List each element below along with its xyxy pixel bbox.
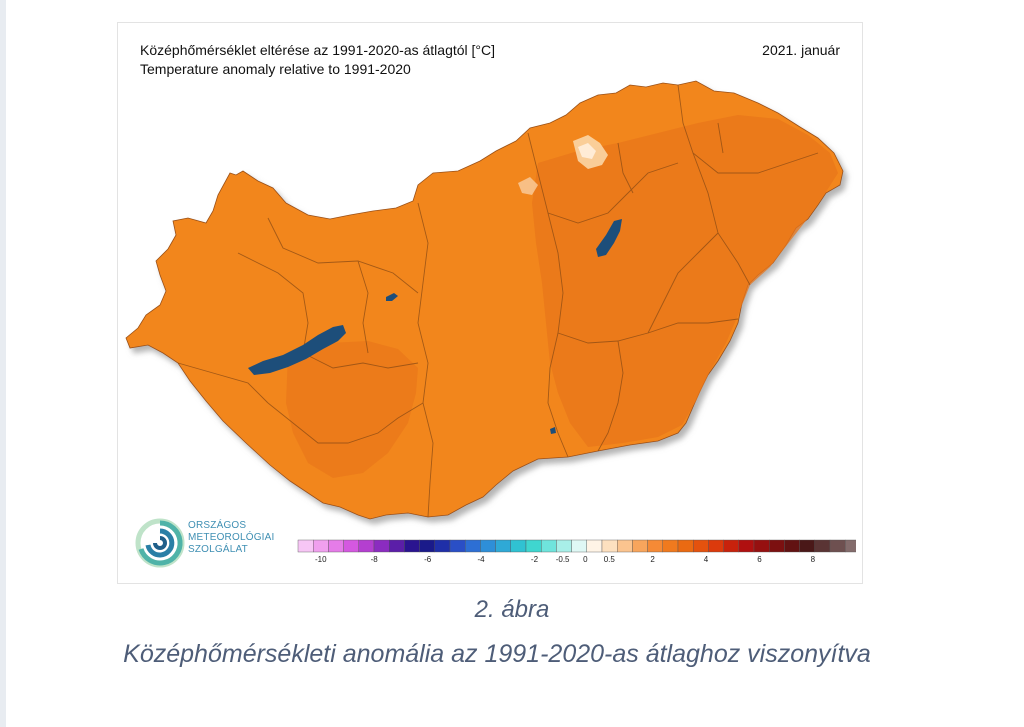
org-line-1: ORSZÁGOS	[188, 520, 247, 531]
legend-swatch	[525, 539, 542, 553]
legend-swatch	[419, 539, 435, 553]
legend-tick-label: -4	[477, 555, 485, 564]
highland-patch-2	[578, 143, 596, 159]
legend-swatch	[464, 539, 481, 553]
legend-swatch	[373, 539, 390, 553]
legend-swatch	[510, 539, 527, 553]
legend-swatch	[556, 539, 572, 553]
legend-tick-label: -0.5	[556, 555, 570, 564]
title-english: Temperature anomaly relative to 1991-202…	[140, 61, 411, 77]
legend-tick-label: 8	[811, 555, 816, 564]
legend-swatch	[434, 539, 451, 553]
legend-swatches	[297, 539, 856, 553]
legend-swatch	[647, 539, 664, 553]
color-legend: -10 -8 -6 -4 -2 -0.5 0 0.5 2 4 6 8	[297, 539, 856, 564]
legend-swatch	[662, 539, 679, 553]
organization-name: ORSZÁGOS METEOROLÓGIAI SZOLGÁLAT	[188, 520, 275, 556]
legend-swatch	[404, 539, 420, 553]
highland-patch-3	[518, 177, 538, 195]
legend-tick-label: 0	[583, 555, 588, 564]
legend-swatch	[571, 539, 588, 553]
legend-swatch	[313, 539, 329, 553]
page-edge	[0, 0, 6, 727]
legend-swatch	[708, 539, 724, 553]
org-line-3: SZOLGÁLAT	[188, 544, 248, 555]
omsz-logo-icon	[135, 518, 185, 568]
lake-balaton	[248, 325, 346, 375]
legend-tick-label: 2	[650, 555, 655, 564]
legend-tick-label: 0.5	[604, 555, 616, 564]
legend-swatch	[799, 539, 816, 553]
map-date: 2021. január	[762, 42, 840, 58]
title-hungarian: Középhőmérséklet eltérése az 1991-2020-a…	[140, 42, 496, 58]
legend-swatch	[343, 539, 359, 553]
legend-tick-label: 4	[704, 555, 709, 564]
legend-swatch	[784, 539, 800, 553]
legend-swatch	[723, 539, 740, 553]
county-borders	[177, 84, 819, 518]
legend-swatch	[693, 539, 709, 553]
legend-tick-label: -8	[371, 555, 379, 564]
legend-swatch	[753, 539, 770, 553]
legend-tick-label: -6	[424, 555, 432, 564]
hungary-map	[125, 80, 844, 520]
lake-tisza	[596, 219, 622, 257]
legend-swatch	[769, 539, 785, 553]
legend-swatch	[814, 539, 831, 553]
legend-swatch	[845, 539, 856, 553]
legend-ticks: -10 -8 -6 -4 -2 -0.5 0 0.5 2 4 6 8	[315, 555, 816, 564]
legend-swatch	[388, 539, 405, 553]
legend-swatch	[328, 539, 344, 553]
map-title: Középhőmérséklet eltérése az 1991-2020-a…	[140, 41, 495, 79]
legend-swatch	[358, 539, 375, 553]
southwest-region	[286, 341, 418, 478]
legend-swatch	[449, 539, 466, 553]
legend-tick-label: 6	[757, 555, 762, 564]
legend-swatch	[738, 539, 755, 553]
legend-swatch	[632, 539, 648, 553]
legend-swatch	[601, 539, 618, 553]
legend-swatch	[297, 539, 314, 553]
lake-velence	[386, 293, 398, 301]
legend-swatch	[540, 539, 557, 553]
eastern-region	[532, 115, 838, 447]
legend-tick-label: -10	[315, 555, 327, 564]
figure-caption: Középhőmérsékleti anomália az 1991-2020-…	[123, 640, 871, 668]
lake-small	[550, 427, 556, 434]
legend-swatch	[586, 539, 603, 553]
legend-swatch	[677, 539, 694, 553]
map-figure: Középhőmérséklet eltérése az 1991-2020-a…	[117, 22, 863, 584]
legend-swatch	[617, 539, 633, 553]
legend-tick-label: -2	[531, 555, 539, 564]
org-line-2: METEOROLÓGIAI	[188, 532, 275, 543]
legend-swatch	[829, 539, 846, 553]
legend-swatch	[480, 539, 496, 553]
figure-number: 2. ábra	[474, 596, 550, 623]
legend-swatch	[495, 539, 512, 553]
